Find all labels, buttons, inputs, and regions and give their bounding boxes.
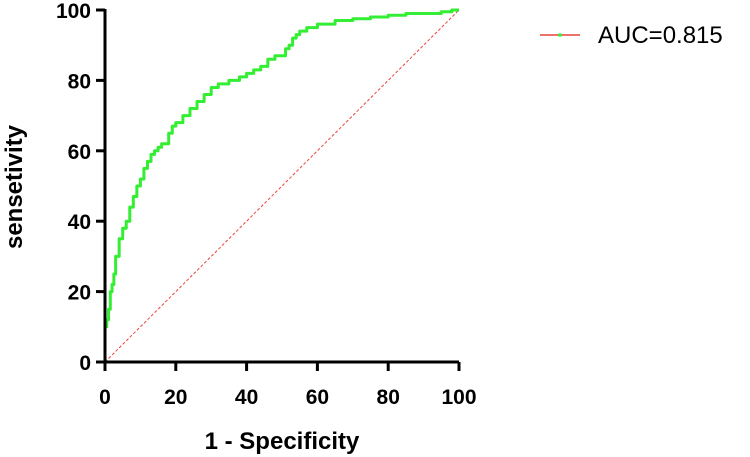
legend: AUC=0.815 xyxy=(540,22,723,49)
plot-area xyxy=(103,8,460,363)
x-axis: 0 20 40 60 80 100 xyxy=(99,360,477,409)
y-tick-label: 20 xyxy=(68,282,91,305)
y-axis-title: sensetivity xyxy=(1,124,28,249)
x-tick-label: 40 xyxy=(235,386,258,409)
x-tick-label: 80 xyxy=(377,386,400,409)
y-tick-label: 0 xyxy=(79,352,91,375)
x-tick-label: 0 xyxy=(99,386,111,409)
x-tick-label: 100 xyxy=(441,386,476,409)
y-tick-label: 40 xyxy=(68,211,91,234)
legend-marker-swatch xyxy=(558,33,562,37)
y-axis: 0 20 40 60 80 100 xyxy=(56,0,107,375)
roc-curve-line xyxy=(103,8,459,362)
legend-label: AUC=0.815 xyxy=(598,22,723,49)
y-tick-label: 100 xyxy=(56,0,91,23)
x-axis-title: 1 - Specificity xyxy=(205,428,360,455)
reference-diagonal-line xyxy=(104,9,460,363)
y-tick-label: 80 xyxy=(68,70,91,93)
x-tick-label: 20 xyxy=(164,386,187,409)
x-tick-label: 60 xyxy=(306,386,329,409)
y-tick-label: 60 xyxy=(68,141,91,164)
